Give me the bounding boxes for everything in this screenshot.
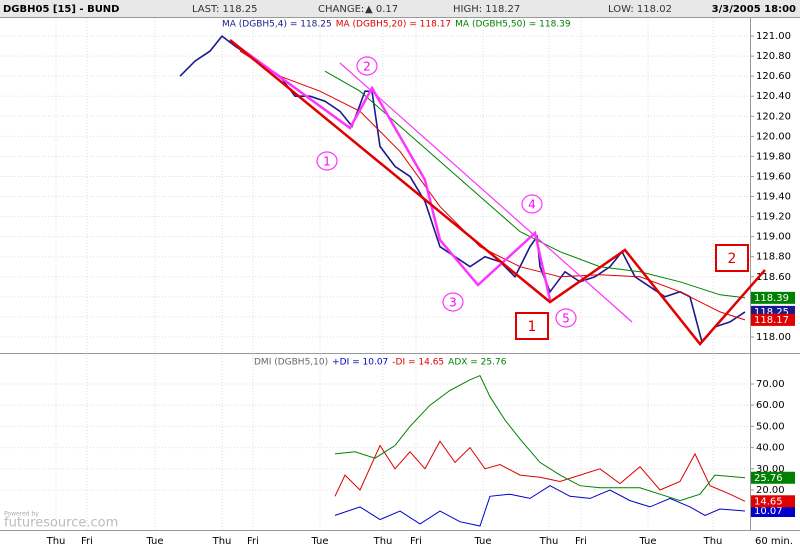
- panel-title: DMI (DGBH5,10): [254, 358, 328, 368]
- value-box-label: 118.39: [754, 293, 789, 304]
- annotation-box: [515, 312, 549, 340]
- x-tick-label: Fri: [81, 536, 93, 547]
- series-line: [334, 440, 746, 502]
- x-tick-label: Thu: [212, 536, 232, 547]
- value-box-label: 25.76: [754, 473, 783, 484]
- y-tick-label: 118.60: [756, 272, 791, 283]
- change: ▲ 0.17: [365, 4, 398, 15]
- y-tick-label: 40.00: [756, 443, 785, 454]
- x-tick-label: Tue: [638, 536, 656, 547]
- annotation-circle: [555, 308, 577, 328]
- y-tick-label: 50.00: [756, 421, 785, 432]
- annotation-label: 4: [528, 198, 536, 212]
- annotation-circle: [521, 194, 543, 214]
- y-tick-label: 120.80: [756, 51, 791, 62]
- annotation-label: 1: [323, 155, 331, 169]
- y-tick-label: 120.00: [756, 131, 791, 142]
- datetime: 3/3/2005 18:00: [712, 4, 796, 15]
- value-box: [751, 471, 795, 484]
- y-tick-label: 119.00: [756, 232, 791, 243]
- last: LAST: 118.25: [192, 4, 258, 15]
- x-tick-label: Thu: [46, 536, 66, 547]
- annotation-circle: [442, 292, 464, 312]
- low: LOW: 118.02: [608, 4, 672, 15]
- y-tick-label: 119.40: [756, 192, 791, 203]
- annotation-label: 3: [449, 296, 457, 310]
- x-tick-label: Tue: [473, 536, 491, 547]
- y-tick-label: 118.80: [756, 252, 791, 263]
- y-tick-label: 120.40: [756, 91, 791, 102]
- y-tick-label: 119.80: [756, 151, 791, 162]
- annotation-box: [715, 244, 749, 272]
- legend-entry: ADX = 25.76: [448, 358, 507, 368]
- y-tick-label: 120.20: [756, 111, 791, 122]
- value-box: [751, 291, 795, 304]
- annotation-label: 2: [363, 60, 371, 74]
- annotation-label: 2: [728, 251, 737, 267]
- y-tick-label: 119.20: [756, 212, 791, 223]
- annotation-circle: [316, 151, 338, 171]
- trend-line: [231, 40, 552, 301]
- value-box-label: 118.25: [754, 307, 789, 318]
- change-label: CHANGE:: [318, 4, 364, 15]
- header-bar: [0, 0, 800, 17]
- series-line: [239, 50, 746, 321]
- series-line: [324, 70, 746, 299]
- legend-entry: MA (DGBH5,20) = 118.17: [336, 20, 451, 30]
- x-tick-label: Tue: [145, 536, 163, 547]
- x-tick-label: Thu: [703, 536, 723, 547]
- x-tick-label: Thu: [539, 536, 559, 547]
- interval: 60 min.: [755, 536, 793, 547]
- watermark: Powered by: [4, 511, 39, 518]
- y-tick-label: 30.00: [756, 464, 785, 475]
- value-box: [751, 495, 795, 508]
- watermark: futuresource.com: [4, 516, 118, 531]
- annotation-label: 1: [528, 319, 537, 335]
- y-tick-label: 70.00: [756, 379, 785, 390]
- legend-entry: +DI = 10.07: [332, 358, 388, 368]
- series-line: [334, 374, 746, 502]
- legend-entry: -DI = 14.65: [392, 358, 444, 368]
- trend-lines: [229, 39, 766, 346]
- legend-entry: MA (DGBH5,50) = 118.39: [455, 20, 571, 30]
- x-tick-label: Tue: [310, 536, 328, 547]
- trend-line: [229, 39, 766, 346]
- y-tick-label: 20.00: [756, 485, 785, 496]
- value-box: [751, 504, 795, 517]
- x-tick-label: Fri: [575, 536, 587, 547]
- series-line: [334, 485, 746, 527]
- value-box-label: 118.17: [754, 315, 789, 326]
- y-tick-label: 121.00: [756, 31, 791, 42]
- y-tick-label: 120.60: [756, 71, 791, 82]
- x-tick-label: Thu: [373, 536, 393, 547]
- symbol: DGBH05 [15] - BUND: [3, 4, 119, 15]
- value-box-label: 14.65: [754, 496, 783, 507]
- high: HIGH: 118.27: [453, 4, 520, 15]
- value-box-label: 10.07: [754, 506, 783, 517]
- y-tick-label: 118.00: [756, 332, 791, 343]
- x-tick-label: Fri: [410, 536, 422, 547]
- legend-entry: MA (DGBH5,4) = 118.25: [222, 20, 332, 30]
- x-tick-label: Fri: [247, 536, 259, 547]
- value-box: [751, 313, 795, 326]
- annotation-label: 5: [562, 312, 570, 326]
- annotation-circle: [356, 56, 378, 76]
- y-tick-label: 119.60: [756, 171, 791, 182]
- y-tick-label: 60.00: [756, 400, 785, 411]
